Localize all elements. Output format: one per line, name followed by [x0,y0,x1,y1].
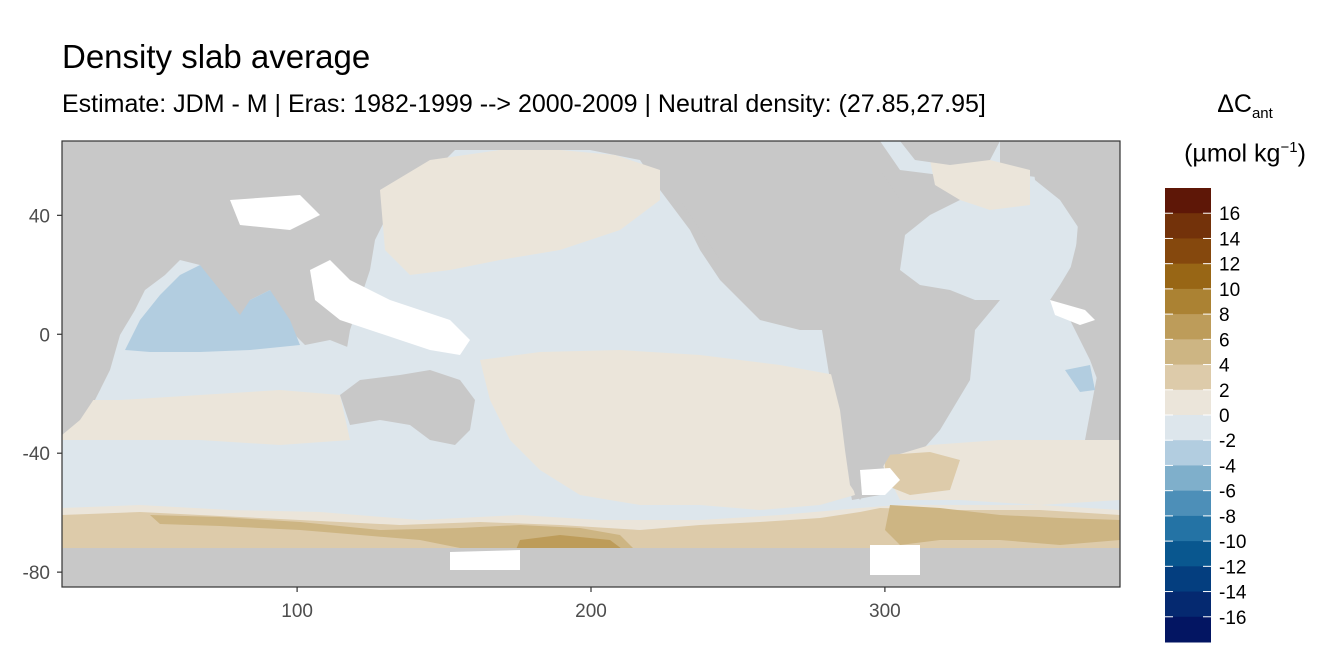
legend-title-symbol: ΔC [1217,90,1252,118]
legend-swatch [1165,213,1211,239]
legend-unit-suffix: ) [1297,139,1306,168]
legend-label: 6 [1219,330,1230,351]
y-tick-label: 40 [29,206,50,227]
legend-swatch [1165,541,1211,567]
anomaly-light-brown [62,452,1120,548]
patch-north-indian [125,265,300,352]
legend-swatch [1165,364,1211,391]
land-europe-africa-east [1030,141,1120,440]
legend-label: 8 [1219,305,1230,326]
legend-label: -14 [1219,583,1247,604]
land-south-america [830,310,960,500]
legend-title-variable: ΔCant [1160,90,1330,122]
y-tick-label: 0 [39,325,50,346]
legend-swatch [1165,415,1211,441]
legend-label: -16 [1219,608,1246,629]
legend-label: -6 [1219,482,1236,503]
legend-swatch [1165,188,1211,214]
land-antarctica [62,548,1120,587]
y-tick-label: -80 [23,563,50,584]
legend-label: -2 [1219,431,1236,452]
legend-swatch [1165,389,1211,416]
chart-subtitle: Estimate: JDM - M | Eras: 1982-1999 --> … [62,90,986,118]
legend-title-unit: (µmol kg−1) [1160,140,1330,166]
legend-swatch [1165,490,1211,517]
map-panel [62,141,1120,587]
x-tick-label: 200 [575,601,607,622]
legend-swatch [1165,591,1211,618]
patch-tropical-atlantic [1065,365,1095,392]
legend-label: 14 [1219,229,1241,250]
nodata-antarctic-shelf-2 [870,545,920,575]
tan-north-pacific [380,150,660,275]
legend-swatch [1165,440,1211,466]
legend-swatch [1165,616,1211,643]
anomaly-light-blue [125,265,1095,392]
tan-north-atlantic [930,160,1030,210]
legend-swatch [1165,288,1211,315]
land-greenland [900,141,1000,165]
legend-swatch [1165,515,1211,542]
tan-south-indian [62,390,350,445]
legend-swatch [1165,339,1211,366]
nodata-north-pacific-rim [230,195,320,230]
nodata-mediterranean [1050,300,1095,325]
legend-label: -4 [1219,456,1236,477]
y-tick-label: -40 [23,444,50,465]
nodata-patches [230,195,1095,575]
legend-colorbar: 16 14 12 10 8 6 4 2 0 -2 -4 -6 -8 -10 -12 -14 -16 [1165,188,1247,643]
nodata-indonesia [310,260,470,355]
band-weddell [885,505,1120,545]
legend-swatch [1165,238,1211,265]
nodata-antarctic-shelf-1 [450,550,520,570]
legend-label: 16 [1219,204,1240,225]
nodata-south-atlantic [860,468,900,495]
legend-unit-superscript: −1 [1280,139,1298,156]
land [62,141,1120,587]
legend-label: -12 [1219,557,1246,578]
patch-argentine-basin [885,452,960,495]
x-tick-label: 100 [281,601,313,622]
legend-swatch [1165,465,1211,492]
legend-swatch [1165,263,1211,290]
land-australia [340,370,475,445]
legend-label: -10 [1219,532,1246,553]
x-tick-label: 300 [869,601,901,622]
legend-label: -8 [1219,507,1236,528]
legend-label: 12 [1219,255,1240,276]
legend-label: 0 [1219,406,1230,427]
tan-south-pacific [480,350,855,510]
legend-swatch [1165,314,1211,340]
land-north-america [660,141,900,300]
legend-label: 10 [1219,280,1240,301]
legend-swatch [1165,566,1211,593]
band-southern-1 [62,508,1120,548]
legend-title-subscript: ant [1251,105,1273,122]
legend-unit-prefix: (µmol kg [1184,139,1281,168]
legend-label: 2 [1219,381,1230,402]
chart-title: Density slab average [62,38,371,75]
legend-label: 4 [1219,356,1230,377]
ocean-north-atlantic [900,175,1080,300]
anomaly-pale-tan [62,150,1120,545]
